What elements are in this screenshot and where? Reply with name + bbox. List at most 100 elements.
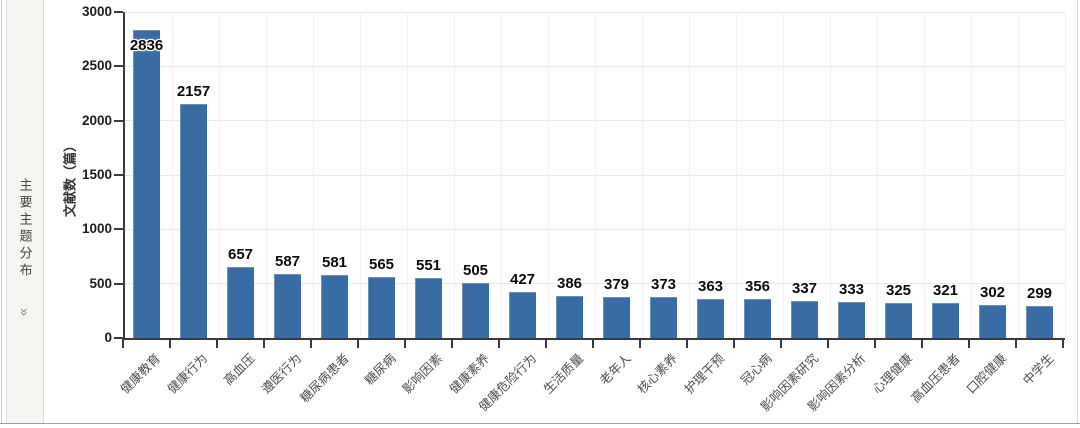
- bar[interactable]: [509, 292, 536, 338]
- bar[interactable]: [133, 30, 160, 338]
- bar-value-label: 325: [885, 282, 912, 299]
- gridline: [594, 12, 596, 338]
- x-axis-tick: [1015, 338, 1017, 348]
- x-axis-category-label: 冠心病: [738, 351, 775, 388]
- x-axis-tick: [968, 338, 970, 348]
- bar[interactable]: [697, 299, 724, 338]
- bar-value-label: 356: [744, 278, 771, 295]
- x-axis-tick: [874, 338, 876, 348]
- bar-value-label: 333: [838, 281, 865, 298]
- gridline: [1064, 12, 1066, 338]
- x-axis-category-label: 健康教育: [118, 351, 164, 397]
- x-axis-category-label: 口腔健康: [964, 351, 1010, 397]
- bar[interactable]: [932, 303, 959, 338]
- bar-value-label: 337: [791, 280, 818, 297]
- bar[interactable]: [274, 274, 301, 338]
- bar[interactable]: [838, 302, 865, 338]
- bar[interactable]: [180, 104, 207, 338]
- gridline: [735, 12, 737, 338]
- bar-value-label: 386: [556, 275, 583, 292]
- x-axis-category-label: 生活质量: [541, 351, 587, 397]
- x-axis-tick: [545, 338, 547, 348]
- x-axis-tick: [451, 338, 453, 348]
- x-axis-category-label: 中学生: [1020, 351, 1057, 388]
- y-axis-tick: [114, 337, 123, 339]
- x-axis-category-label: 糖尿病: [362, 351, 399, 388]
- x-axis-tick: [357, 338, 359, 348]
- gridline: [500, 12, 502, 338]
- gridline: [923, 12, 925, 338]
- bar-value-label: 551: [415, 257, 442, 274]
- y-axis-tick-label: 0: [104, 330, 112, 345]
- bar[interactable]: [462, 283, 489, 338]
- gridline: [171, 12, 173, 338]
- bar[interactable]: [979, 305, 1006, 338]
- x-axis-category-label: 老年人: [597, 351, 634, 388]
- x-axis-tick: [921, 338, 923, 348]
- bar[interactable]: [321, 275, 348, 338]
- bar-value-label: 565: [368, 256, 395, 273]
- gridline: [218, 12, 220, 338]
- gridline: [312, 12, 314, 338]
- expand-panel-icon[interactable]: »: [17, 308, 33, 316]
- bar[interactable]: [650, 297, 677, 338]
- gridline: [970, 12, 972, 338]
- x-axis-tick: [122, 338, 124, 348]
- gridline: [641, 12, 643, 338]
- y-axis-tick-label: 1500: [81, 167, 112, 182]
- bar-value-label: 299: [1026, 285, 1053, 302]
- bar-value-label: 581: [321, 254, 348, 271]
- x-axis-tick: [404, 338, 406, 348]
- bar[interactable]: [556, 296, 583, 338]
- x-axis-category-label: 心理健康: [870, 351, 916, 397]
- gridline: [265, 12, 267, 338]
- bar[interactable]: [227, 267, 254, 338]
- bar[interactable]: [603, 297, 630, 338]
- bar-value-label: 505: [462, 262, 489, 279]
- bar[interactable]: [1026, 306, 1053, 338]
- x-axis-tick: [592, 338, 594, 348]
- gridline: [453, 12, 455, 338]
- collapsed-sidebar: 主要主题分布 »: [6, 0, 44, 423]
- gridline: [1017, 12, 1019, 338]
- bar-value-label: 302: [979, 284, 1006, 301]
- y-axis-tick: [114, 11, 123, 13]
- gridline: [547, 12, 549, 338]
- y-axis-tick: [114, 282, 123, 285]
- x-axis-tick: [686, 338, 688, 348]
- x-axis-tick: [498, 338, 500, 348]
- x-axis-tick: [169, 338, 171, 348]
- y-axis-tick-label: 2500: [81, 58, 112, 74]
- bar[interactable]: [744, 299, 771, 338]
- x-axis-tick: [639, 338, 641, 348]
- x-axis-tick: [310, 338, 312, 348]
- y-axis-tick-label: 500: [89, 275, 112, 291]
- x-axis-category-label: 高血压患者: [908, 351, 963, 406]
- x-axis-tick: [827, 338, 829, 348]
- x-axis-category-label: 高血压: [221, 351, 258, 388]
- gridline: [876, 12, 878, 338]
- y-axis-tick: [114, 119, 123, 122]
- bar-value-label: 363: [697, 278, 724, 295]
- gridline: [359, 12, 361, 338]
- gridline: [406, 12, 408, 338]
- bar[interactable]: [415, 278, 442, 338]
- y-axis-tick: [114, 174, 123, 176]
- bar-value-label: 2157: [176, 83, 211, 100]
- y-axis-tick-label: 3000: [81, 4, 112, 19]
- x-axis-category-label: 健康行为: [165, 351, 211, 397]
- bar-value-label: 587: [274, 253, 301, 270]
- y-axis-tick: [114, 228, 123, 231]
- bar[interactable]: [791, 301, 818, 338]
- x-axis-category-label: 健康素养: [447, 351, 493, 397]
- x-axis-tick: [733, 338, 735, 348]
- panel-right-border: [1077, 0, 1078, 424]
- gridline: [829, 12, 831, 338]
- x-axis-tick: [263, 338, 265, 348]
- bar[interactable]: [885, 303, 912, 338]
- x-axis-category-label: 核心素养: [635, 351, 681, 397]
- bar[interactable]: [368, 277, 395, 338]
- x-axis-tick: [780, 338, 782, 348]
- x-axis-tick: [1062, 338, 1064, 348]
